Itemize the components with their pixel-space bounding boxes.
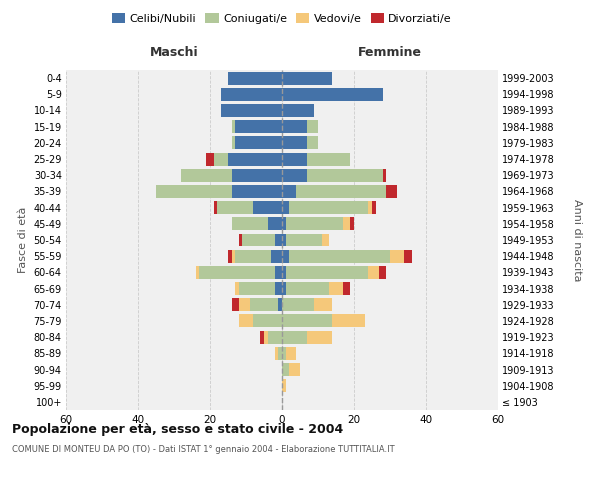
Bar: [282, 185, 296, 198]
Bar: [282, 104, 314, 117]
Bar: [278, 298, 282, 311]
Text: COMUNE DI MONTEU DA PO (TO) - Dati ISTAT 1° gennaio 2004 - Elaborazione TUTTITAL: COMUNE DI MONTEU DA PO (TO) - Dati ISTAT…: [12, 445, 395, 454]
Bar: [228, 72, 282, 85]
Bar: [232, 169, 282, 181]
Bar: [386, 185, 397, 198]
Bar: [275, 234, 282, 246]
Text: Femmine: Femmine: [358, 46, 422, 59]
Bar: [322, 234, 329, 246]
Bar: [307, 152, 350, 166]
Bar: [275, 347, 278, 360]
Bar: [199, 266, 275, 279]
Bar: [289, 250, 390, 262]
Bar: [368, 266, 379, 279]
Bar: [282, 298, 314, 311]
Bar: [235, 120, 282, 133]
Text: Maschi: Maschi: [149, 46, 199, 59]
Bar: [282, 282, 286, 295]
Bar: [232, 298, 239, 311]
Bar: [239, 298, 250, 311]
Bar: [282, 363, 289, 376]
Bar: [307, 120, 318, 133]
Bar: [232, 250, 235, 262]
Bar: [275, 282, 282, 295]
Bar: [282, 266, 286, 279]
Bar: [282, 201, 289, 214]
Bar: [289, 201, 368, 214]
Bar: [404, 250, 412, 262]
Text: Popolazione per età, sesso e stato civile - 2004: Popolazione per età, sesso e stato civil…: [12, 422, 343, 436]
Bar: [329, 282, 343, 295]
Bar: [286, 218, 343, 230]
Bar: [253, 201, 282, 214]
Bar: [314, 298, 332, 311]
Bar: [282, 88, 383, 101]
Bar: [232, 120, 235, 133]
Bar: [282, 169, 307, 181]
Bar: [228, 152, 282, 166]
Bar: [282, 136, 307, 149]
Bar: [239, 234, 242, 246]
Bar: [350, 218, 354, 230]
Bar: [368, 201, 372, 214]
Bar: [307, 169, 383, 181]
Bar: [268, 330, 282, 344]
Bar: [181, 169, 232, 181]
Bar: [260, 330, 264, 344]
Bar: [332, 314, 365, 328]
Bar: [221, 104, 282, 117]
Bar: [282, 152, 307, 166]
Bar: [282, 379, 286, 392]
Bar: [217, 201, 253, 214]
Bar: [286, 266, 368, 279]
Bar: [286, 282, 329, 295]
Bar: [379, 266, 386, 279]
Bar: [253, 314, 282, 328]
Bar: [282, 250, 289, 262]
Bar: [286, 347, 296, 360]
Bar: [268, 218, 282, 230]
Bar: [275, 266, 282, 279]
Bar: [282, 218, 286, 230]
Bar: [232, 185, 282, 198]
Bar: [289, 363, 300, 376]
Bar: [343, 282, 350, 295]
Bar: [214, 152, 228, 166]
Bar: [271, 250, 282, 262]
Bar: [282, 330, 307, 344]
Y-axis label: Fasce di età: Fasce di età: [18, 207, 28, 273]
Bar: [214, 201, 217, 214]
Bar: [232, 218, 268, 230]
Bar: [250, 298, 278, 311]
Bar: [156, 185, 232, 198]
Bar: [228, 250, 232, 262]
Bar: [242, 234, 275, 246]
Bar: [264, 330, 268, 344]
Bar: [206, 152, 214, 166]
Bar: [383, 169, 386, 181]
Bar: [343, 218, 350, 230]
Bar: [307, 330, 332, 344]
Bar: [282, 347, 286, 360]
Bar: [235, 136, 282, 149]
Bar: [232, 136, 235, 149]
Bar: [239, 282, 275, 295]
Bar: [307, 136, 318, 149]
Bar: [296, 185, 386, 198]
Bar: [235, 282, 239, 295]
Y-axis label: Anni di nascita: Anni di nascita: [572, 198, 581, 281]
Bar: [282, 234, 286, 246]
Bar: [286, 234, 322, 246]
Bar: [390, 250, 404, 262]
Bar: [239, 314, 253, 328]
Bar: [196, 266, 199, 279]
Legend: Celibi/Nubili, Coniugati/e, Vedovi/e, Divorziati/e: Celibi/Nubili, Coniugati/e, Vedovi/e, Di…: [110, 10, 454, 26]
Bar: [282, 72, 332, 85]
Bar: [372, 201, 376, 214]
Bar: [282, 120, 307, 133]
Bar: [278, 347, 282, 360]
Bar: [235, 250, 271, 262]
Bar: [282, 314, 332, 328]
Bar: [221, 88, 282, 101]
